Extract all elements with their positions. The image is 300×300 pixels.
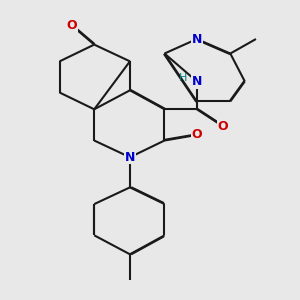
Text: O: O bbox=[67, 19, 77, 32]
Text: O: O bbox=[191, 128, 202, 141]
Text: H: H bbox=[179, 73, 188, 83]
Text: N: N bbox=[192, 75, 202, 88]
Text: N: N bbox=[192, 32, 202, 46]
Text: O: O bbox=[217, 119, 228, 133]
Text: N: N bbox=[125, 151, 135, 164]
